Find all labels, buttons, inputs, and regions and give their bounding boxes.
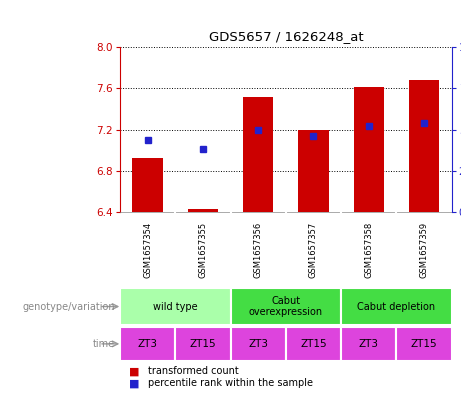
Bar	[354, 87, 384, 212]
Text: ZT3: ZT3	[248, 339, 268, 349]
Bar	[286, 327, 341, 361]
Text: genotype/variation: genotype/variation	[23, 301, 115, 312]
Text: ■: ■	[129, 378, 143, 388]
Bar	[396, 327, 452, 361]
Bar	[132, 158, 163, 212]
Title: GDS5657 / 1626248_at: GDS5657 / 1626248_at	[208, 30, 363, 43]
Text: ■: ■	[129, 366, 143, 376]
Bar	[120, 327, 175, 361]
Bar	[230, 327, 286, 361]
Bar	[120, 288, 230, 325]
Text: ZT3: ZT3	[359, 339, 379, 349]
Text: GSM1657358: GSM1657358	[364, 221, 373, 278]
Text: GSM1657359: GSM1657359	[420, 222, 429, 277]
Text: GSM1657357: GSM1657357	[309, 221, 318, 278]
Text: transformed count: transformed count	[148, 366, 238, 376]
Text: GSM1657356: GSM1657356	[254, 221, 263, 278]
Text: GSM1657354: GSM1657354	[143, 222, 152, 277]
Text: time: time	[93, 339, 115, 349]
Text: Cabut depletion: Cabut depletion	[357, 301, 436, 312]
Text: Cabut
overexpression: Cabut overexpression	[249, 296, 323, 317]
Text: ZT3: ZT3	[137, 339, 158, 349]
Text: ZT15: ZT15	[300, 339, 327, 349]
Bar	[298, 130, 329, 212]
Bar	[409, 80, 439, 212]
Text: GSM1657355: GSM1657355	[198, 222, 207, 277]
Text: percentile rank within the sample: percentile rank within the sample	[148, 378, 313, 388]
Bar	[341, 327, 396, 361]
Bar	[230, 288, 341, 325]
Text: wild type: wild type	[153, 301, 197, 312]
Bar	[175, 327, 230, 361]
Text: ZT15: ZT15	[189, 339, 216, 349]
Text: ZT15: ZT15	[411, 339, 437, 349]
Bar	[341, 288, 452, 325]
Bar	[243, 97, 273, 212]
Bar	[188, 209, 218, 212]
